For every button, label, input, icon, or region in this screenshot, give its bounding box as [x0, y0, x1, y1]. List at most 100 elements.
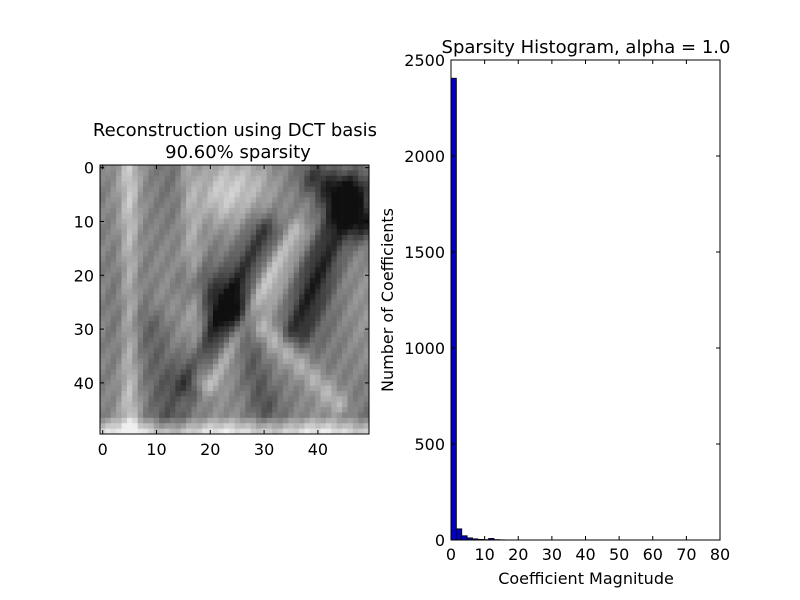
pixel-cell — [293, 267, 300, 273]
pixel-cell — [315, 390, 321, 397]
pixel-cell — [342, 321, 348, 327]
pixel-cell — [105, 374, 112, 381]
pixel-cell — [342, 234, 348, 241]
pixel-cell — [299, 369, 305, 376]
pixel-cell — [336, 256, 343, 263]
pixel-cell — [304, 267, 311, 273]
pixel-cell — [212, 197, 219, 204]
pixel-cell — [342, 417, 348, 424]
pixel-cell — [191, 283, 198, 290]
pixel-cell — [218, 315, 225, 322]
pixel-cell — [186, 218, 192, 225]
pixel-cell — [180, 417, 187, 424]
pixel-cell — [121, 385, 128, 392]
pixel-cell — [282, 197, 289, 204]
pixel-cell — [207, 304, 214, 311]
pixel-cell — [148, 234, 155, 241]
pixel-cell — [272, 326, 278, 333]
pixel-cell — [309, 331, 316, 338]
pixel-cell — [293, 218, 300, 225]
pixel-cell — [347, 229, 354, 236]
pixel-cell — [256, 175, 262, 182]
pixel-cell — [137, 342, 144, 349]
pixel-cell — [331, 364, 338, 370]
pixel-cell — [153, 191, 160, 198]
pixel-cell — [191, 165, 198, 171]
pixel-cell — [352, 321, 359, 327]
pixel-cell — [363, 197, 370, 204]
pixel-cell — [126, 321, 133, 327]
pixel-cell — [266, 428, 273, 435]
pixel-cell — [148, 294, 155, 300]
histogram-xlabel: Coefficient Magnitude — [498, 569, 674, 588]
pixel-cell — [309, 175, 316, 182]
pixel-cell — [315, 272, 321, 279]
pixel-cell — [282, 428, 289, 435]
pixel-cell — [272, 288, 278, 295]
pixel-cell — [272, 229, 278, 236]
pixel-cell — [277, 412, 284, 419]
pixel-cell — [191, 407, 198, 413]
pixel-cell — [363, 396, 370, 403]
pixel-cell — [218, 218, 225, 225]
pixel-cell — [309, 213, 316, 220]
pixel-cell — [175, 321, 182, 327]
pixel-cell — [261, 337, 268, 343]
pixel-cell — [164, 283, 171, 290]
pixel-cell — [261, 396, 268, 403]
pixel-cell — [143, 364, 149, 370]
pixel-cell — [137, 256, 144, 263]
pixel-cell — [148, 412, 155, 419]
pixel-cell — [212, 181, 219, 187]
pixel-cell — [293, 245, 300, 252]
x-tick-label: 10 — [146, 440, 166, 459]
pixel-cell — [116, 191, 122, 198]
pixel-cell — [180, 197, 187, 204]
pixel-cell — [299, 197, 305, 204]
pixel-cell — [304, 315, 311, 322]
pixel-cell — [218, 245, 225, 252]
pixel-cell — [202, 208, 208, 214]
pixel-cell — [218, 213, 225, 220]
pixel-cell — [105, 385, 112, 392]
pixel-cell — [164, 256, 171, 263]
pixel-cell — [100, 385, 106, 392]
pixel-cell — [218, 364, 225, 370]
pixel-cell — [309, 165, 316, 171]
pixel-cell — [304, 321, 311, 327]
pixel-cell — [153, 175, 160, 182]
pixel-cell — [137, 283, 144, 290]
pixel-cell — [358, 369, 364, 376]
pixel-cell — [132, 202, 139, 209]
pixel-cell — [164, 213, 171, 220]
pixel-cell — [234, 277, 241, 284]
pixel-cell — [116, 315, 122, 322]
y-tick-label: 40 — [74, 374, 94, 393]
pixel-cell — [116, 331, 122, 338]
pixel-cell — [342, 208, 348, 214]
pixel-cell — [100, 256, 106, 263]
pixel-cell — [116, 299, 122, 306]
pixel-cell — [169, 229, 176, 236]
pixel-cell — [256, 374, 262, 381]
pixel-cell — [212, 342, 219, 349]
pixel-cell — [175, 224, 182, 230]
pixel-cell — [164, 412, 171, 419]
pixel-cell — [277, 374, 284, 381]
pixel-cell — [180, 407, 187, 413]
pixel-cell — [207, 417, 214, 424]
pixel-cell — [347, 428, 354, 435]
pixel-cell — [352, 304, 359, 311]
pixel-cell — [229, 380, 235, 386]
pixel-cell — [223, 299, 230, 306]
pixel-cell — [229, 396, 235, 403]
pixel-cell — [239, 165, 246, 171]
pixel-cell — [363, 353, 370, 360]
pixel-cell — [186, 165, 192, 171]
pixel-cell — [223, 261, 230, 268]
pixel-cell — [293, 342, 300, 349]
pixel-cell — [331, 401, 338, 408]
pixel-cell — [347, 170, 354, 177]
pixel-cell — [169, 256, 176, 263]
pixel-cell — [229, 224, 235, 230]
